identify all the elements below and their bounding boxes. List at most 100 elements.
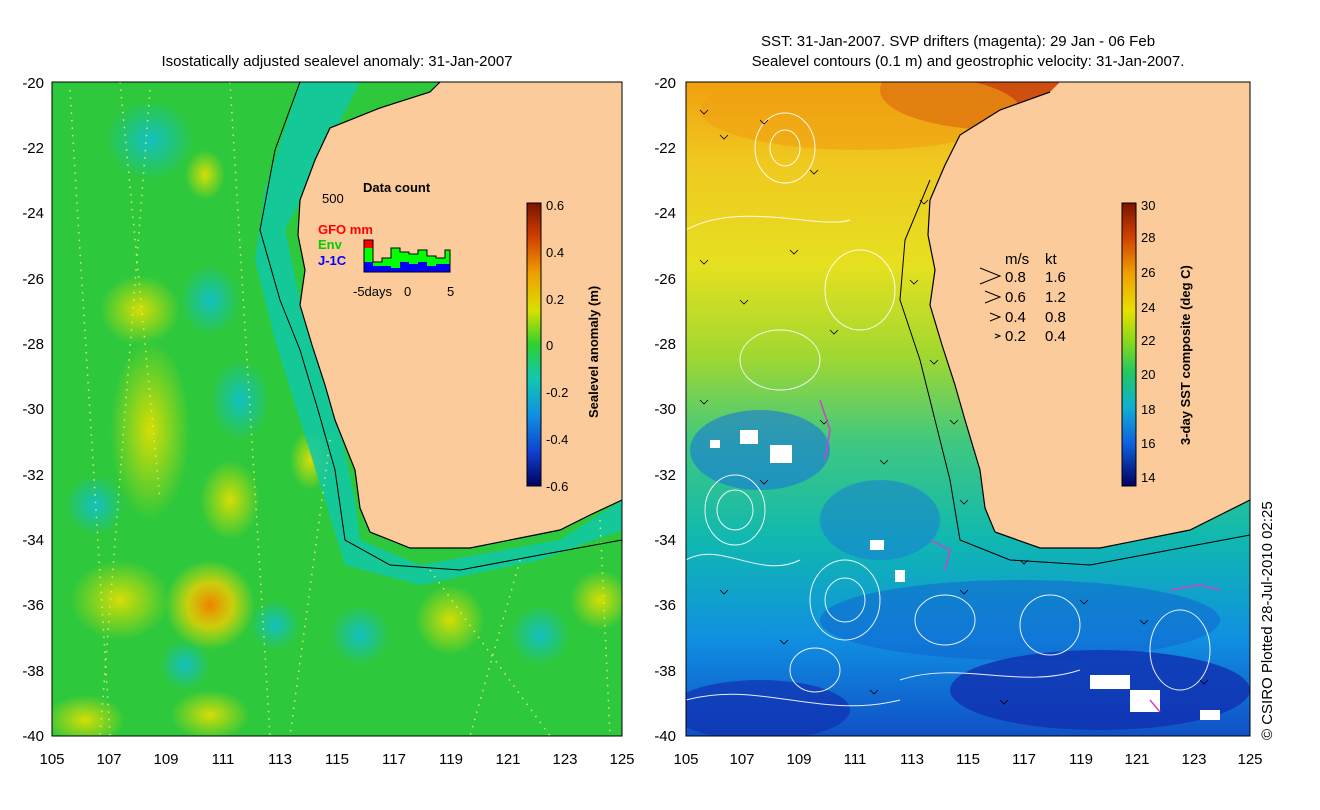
y-tick: -30 [654,401,676,418]
colorbar-tick: 22 [1141,333,1155,348]
x-tick: 113 [900,751,924,768]
colorbar-tick: 18 [1141,402,1155,417]
inset-x-right: 5 [447,284,454,299]
colorbar-tick: 24 [1141,300,1155,315]
y-tick: -38 [22,663,44,680]
australia-landmass-right [928,82,1250,548]
colorbar-tick: 20 [1141,367,1155,382]
x-tick: 117 [1012,751,1036,768]
colorbar-label: Sealevel anomaly (m) [586,286,601,418]
colorbar-tick: 0 [546,338,553,353]
x-tick: 125 [609,751,634,768]
speed-row-ms: 0.4 [1005,309,1026,326]
y-tick: -34 [22,532,44,549]
right-map-panel: SST: 31-Jan-2007. SVP drifters (magenta)… [654,33,1276,768]
x-tick: 121 [495,751,520,768]
colorbar-tick: 0.2 [546,292,564,307]
y-tick: -22 [654,140,676,157]
colorbar-tick: -0.4 [546,432,568,447]
y-tick: -28 [654,336,676,353]
legend-j1c: J-1C [318,253,347,268]
x-tick: 117 [382,751,406,768]
y-tick: -36 [654,597,676,614]
inset-max-label: 500 [322,191,344,206]
sealevel-anomaly-field [52,82,622,736]
y-tick: -24 [22,205,44,222]
sealevel-colorbar: 0.6 0.4 0.2 0 -0.2 -0.4 -0.6 Sealevel an… [526,198,601,494]
x-tick: 119 [439,751,463,768]
speed-header-ms: m/s [1005,251,1029,268]
x-tick: 109 [786,751,811,768]
x-tick: 115 [956,751,980,768]
speed-row-kt: 0.8 [1045,309,1066,326]
x-tick: 113 [268,751,292,768]
colorbar-tick: 14 [1141,470,1155,485]
left-panel-title: Isostatically adjusted sealevel anomaly:… [161,53,512,70]
speed-legend: m/s kt 0.8 1.6 0.6 1.2 0.4 0.8 0.2 0.4 [979,251,1066,345]
speed-row-ms: 0.2 [1005,328,1026,345]
y-tick: -32 [22,467,44,484]
y-tick: -32 [654,467,676,484]
x-tick: 111 [844,751,867,768]
left-map-panel: Isostatically adjusted sealevel anomaly:… [22,53,634,768]
data-count-bars [363,239,451,273]
speed-row-kt: 1.2 [1045,289,1066,306]
colorbar-label: 3-day SST composite (deg C) [1178,265,1193,445]
colorbar-tick: 16 [1141,436,1155,451]
x-tick: 125 [1237,751,1262,768]
credit-text: © CSIRO Plotted 28-Jul-2010 02:25 [1259,501,1276,740]
colorbar-tick: 0.6 [546,198,564,213]
legend-gfo: GFO mm [318,222,373,237]
x-tick: 119 [1069,751,1093,768]
y-tick: -20 [654,75,676,92]
right-title-line2: Sealevel contours (0.1 m) and geostrophi… [752,53,1185,70]
x-tick: 105 [39,751,64,768]
colorbar-tick: 26 [1141,265,1155,280]
speed-row-ms: 0.6 [1005,289,1026,306]
speed-row-kt: 0.4 [1045,328,1066,345]
velocity-arrows [699,109,1209,705]
x-tick: 109 [153,751,178,768]
y-tick: -26 [22,271,44,288]
colorbar-tick: 0.4 [546,245,564,260]
colorbar-tick: 28 [1141,230,1155,245]
sst-field [686,82,1250,736]
y-tick: -38 [654,663,676,680]
sst-colorbar: 30 28 26 24 22 20 18 16 14 3-day SST com… [1121,198,1193,487]
x-tick: 115 [325,751,349,768]
y-tick: -24 [654,205,676,222]
y-tick: -34 [654,532,676,549]
x-tick: 107 [729,751,754,768]
inset-x-mid: 0 [404,284,411,299]
y-tick: -28 [22,336,44,353]
colorbar-tick: 30 [1141,198,1155,213]
speed-row-kt: 1.6 [1045,269,1066,286]
left-y-axis: -20 -22 -24 -26 -28 -30 -32 -34 -36 -38 … [22,75,44,745]
right-title-line1: SST: 31-Jan-2007. SVP drifters (magenta)… [761,33,1155,50]
right-y-axis: -20 -22 -24 -26 -28 -30 -32 -34 -36 -38 … [654,75,676,745]
x-tick: 111 [212,751,235,768]
inset-title: Data count [363,180,431,195]
legend-env: Env [318,237,343,252]
y-tick: -26 [654,271,676,288]
y-tick: -22 [22,140,44,157]
y-tick: -40 [22,728,44,745]
x-tick: 121 [1124,751,1149,768]
x-tick: 123 [1181,751,1206,768]
y-tick: -36 [22,597,44,614]
y-tick: -20 [22,75,44,92]
x-tick: 105 [673,751,698,768]
x-tick: 123 [552,751,577,768]
x-tick: 107 [96,751,121,768]
colorbar-tick: -0.6 [546,479,568,494]
inset-x-left: -5days [353,284,393,299]
left-x-axis: 105 107 109 111 113 115 117 119 121 123 … [39,751,634,768]
speed-header-kt: kt [1045,251,1058,268]
colorbar-tick: -0.2 [546,385,568,400]
speed-row-ms: 0.8 [1005,269,1026,286]
y-tick: -30 [22,401,44,418]
data-count-inset: Data count 500 GFO mm Env J-1C [318,180,454,299]
y-tick: -40 [654,728,676,745]
right-x-axis: 105 107 109 111 113 115 117 119 121 123 … [673,751,1262,768]
